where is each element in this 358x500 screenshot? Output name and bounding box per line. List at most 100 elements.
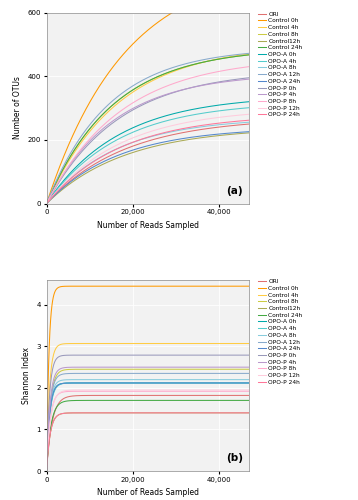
OPO-P 8h bbox=[179, 78, 184, 84]
Line: Control 24h: Control 24h bbox=[47, 400, 249, 471]
Control 8h bbox=[136, 84, 140, 89]
Control12h bbox=[179, 138, 184, 143]
OPO-A 24h bbox=[164, 380, 168, 386]
Control 8h bbox=[96, 116, 101, 121]
Control 24h bbox=[44, 200, 49, 206]
Line: OPO-A 0h: OPO-A 0h bbox=[47, 383, 249, 471]
OPO-A 0h bbox=[44, 468, 49, 474]
Line: Control 4h: Control 4h bbox=[47, 344, 249, 471]
ORI bbox=[136, 392, 140, 398]
OPO-P 12h bbox=[164, 124, 168, 130]
OPO-P 4h bbox=[164, 92, 168, 98]
OPO-P 24h bbox=[136, 138, 140, 143]
Control 4h bbox=[44, 200, 49, 206]
OPO-A 0h bbox=[96, 380, 101, 386]
Control 4h bbox=[152, 340, 156, 346]
OPO-P 24h bbox=[197, 410, 201, 416]
OPO-A 4h bbox=[179, 114, 184, 120]
Control 0h bbox=[80, 113, 84, 119]
Line: ORI: ORI bbox=[47, 124, 249, 204]
OPO-P 8h bbox=[179, 388, 183, 394]
OPO-A 24h bbox=[197, 134, 201, 140]
OPO-P 24h bbox=[136, 410, 140, 416]
OPO-P 4h bbox=[168, 364, 173, 370]
Control 4h bbox=[44, 468, 49, 474]
Control 4h bbox=[96, 118, 101, 124]
OPO-A 4h bbox=[164, 380, 168, 386]
Control 0h bbox=[164, 14, 168, 20]
Control12h bbox=[96, 164, 101, 170]
Line: OPO-A 4h: OPO-A 4h bbox=[47, 383, 249, 471]
OPO-P 0h bbox=[136, 104, 140, 110]
Line: OPO-A 12h: OPO-A 12h bbox=[47, 54, 249, 204]
Control 24h bbox=[197, 60, 201, 66]
Line: OPO-P 4h: OPO-P 4h bbox=[47, 79, 249, 204]
Control 8h bbox=[44, 200, 49, 206]
Text: (b): (b) bbox=[226, 454, 243, 464]
OPO-P 24h bbox=[96, 156, 101, 162]
OPO-A 8h bbox=[180, 376, 184, 382]
Control 24h bbox=[164, 398, 168, 404]
Control 4h bbox=[179, 66, 184, 71]
OPO-A 24h bbox=[96, 380, 101, 386]
OPO-A 0h bbox=[247, 380, 251, 386]
Line: Control12h: Control12h bbox=[47, 413, 249, 471]
OPO-P 8h bbox=[247, 64, 251, 70]
OPO-P 0h bbox=[80, 352, 84, 358]
OPO-A 8h bbox=[80, 166, 84, 172]
OPO-A 8h bbox=[179, 127, 184, 133]
ORI bbox=[197, 127, 201, 133]
OPO-P 4h bbox=[136, 103, 140, 109]
OPO-P 12h bbox=[136, 387, 140, 393]
OPO-A 0h bbox=[136, 380, 140, 386]
Control12h bbox=[179, 410, 183, 416]
ORI bbox=[80, 169, 84, 175]
Control 24h bbox=[206, 398, 210, 404]
Line: Control 8h: Control 8h bbox=[47, 55, 249, 204]
OPO-P 0h bbox=[164, 352, 168, 358]
Control 8h bbox=[197, 60, 201, 66]
Control 4h bbox=[136, 340, 140, 346]
OPO-P 4h bbox=[247, 364, 251, 370]
Control 0h bbox=[179, 4, 184, 10]
OPO-A 12h bbox=[96, 370, 101, 376]
OPO-P 24h bbox=[44, 468, 49, 474]
OPO-A 24h bbox=[164, 138, 168, 144]
OPO-A 8h bbox=[136, 138, 140, 143]
Control12h bbox=[136, 148, 140, 154]
Line: OPO-P 4h: OPO-P 4h bbox=[47, 367, 249, 471]
OPO-P 12h bbox=[247, 387, 251, 393]
Line: OPO-A 8h: OPO-A 8h bbox=[47, 380, 249, 471]
Line: OPO-P 0h: OPO-P 0h bbox=[47, 78, 249, 204]
Line: OPO-A 24h: OPO-A 24h bbox=[47, 383, 249, 471]
OPO-A 12h bbox=[44, 468, 49, 474]
Control12h bbox=[197, 135, 201, 141]
OPO-P 0h bbox=[247, 352, 251, 358]
ORI bbox=[247, 121, 251, 127]
OPO-P 12h bbox=[197, 118, 201, 124]
Control 24h bbox=[136, 84, 140, 89]
OPO-P 4h bbox=[80, 146, 84, 152]
OPO-P 24h bbox=[247, 410, 251, 416]
OPO-P 0h bbox=[96, 132, 101, 138]
OPO-P 4h bbox=[80, 364, 84, 370]
Control 4h bbox=[96, 340, 101, 346]
Line: OPO-P 8h: OPO-P 8h bbox=[47, 66, 249, 203]
Control 8h bbox=[247, 366, 251, 372]
Control12h bbox=[180, 410, 184, 416]
OPO-A 0h bbox=[96, 144, 101, 150]
Control 24h bbox=[44, 468, 49, 474]
OPO-A 12h bbox=[180, 370, 184, 376]
OPO-P 8h bbox=[96, 126, 101, 132]
OPO-P 8h bbox=[80, 144, 84, 150]
OPO-P 8h bbox=[44, 200, 49, 206]
Control 8h bbox=[136, 366, 140, 372]
Control 24h bbox=[80, 398, 84, 404]
Line: Control 4h: Control 4h bbox=[47, 54, 249, 204]
ORI bbox=[179, 130, 184, 136]
OPO-A 24h bbox=[179, 136, 184, 141]
OPO-A 12h bbox=[136, 370, 140, 376]
OPO-P 0h bbox=[247, 75, 251, 81]
OPO-A 4h bbox=[136, 380, 140, 386]
Control 0h bbox=[247, 283, 251, 289]
